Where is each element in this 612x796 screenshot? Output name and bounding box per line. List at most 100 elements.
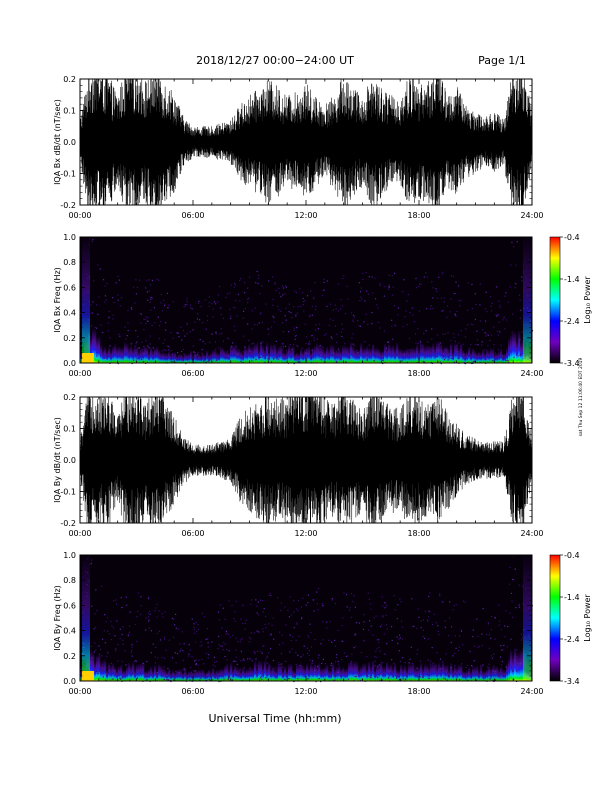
power-speck bbox=[296, 327, 298, 329]
power-speck bbox=[454, 346, 456, 348]
power-speck bbox=[148, 290, 150, 292]
power-speck bbox=[102, 279, 105, 281]
power-speck bbox=[133, 660, 136, 662]
power-speck bbox=[280, 602, 282, 604]
power-speck bbox=[415, 342, 417, 344]
power-speck bbox=[113, 627, 115, 629]
power-speck bbox=[326, 621, 328, 623]
power-speck bbox=[321, 662, 323, 664]
power-speck bbox=[455, 670, 457, 672]
power-speck bbox=[498, 620, 501, 622]
power-speck bbox=[382, 616, 384, 618]
power-speck bbox=[249, 352, 252, 354]
power-column bbox=[222, 347, 225, 363]
power-speck bbox=[141, 348, 144, 350]
power-column bbox=[206, 350, 209, 363]
power-speck bbox=[171, 657, 174, 659]
power-column bbox=[80, 347, 83, 363]
power-speck bbox=[515, 283, 517, 285]
power-column bbox=[142, 661, 145, 681]
power-column bbox=[160, 352, 163, 363]
power-speck bbox=[389, 349, 391, 351]
power-speck bbox=[365, 271, 367, 273]
power-speck bbox=[497, 334, 499, 336]
power-speck bbox=[340, 298, 342, 301]
power-speck bbox=[220, 307, 222, 309]
power-speck bbox=[377, 321, 379, 324]
power-speck bbox=[163, 678, 165, 680]
power-speck bbox=[122, 606, 124, 609]
power-speck bbox=[501, 661, 504, 663]
power-speck bbox=[321, 671, 323, 674]
power-speck bbox=[104, 295, 106, 297]
power-speck bbox=[334, 645, 337, 647]
power-speck bbox=[530, 611, 533, 613]
power-speck bbox=[234, 283, 237, 286]
power-speck bbox=[239, 669, 242, 671]
power-speck bbox=[201, 612, 203, 614]
power-speck bbox=[168, 346, 170, 348]
power-speck bbox=[463, 600, 465, 602]
power-speck bbox=[314, 282, 316, 284]
power-speck bbox=[94, 326, 96, 329]
power-speck bbox=[410, 646, 412, 648]
power-speck bbox=[309, 343, 311, 345]
power-speck bbox=[302, 654, 304, 656]
power-speck bbox=[418, 616, 420, 618]
power-speck bbox=[256, 612, 258, 614]
power-speck bbox=[125, 664, 127, 666]
power-speck bbox=[125, 604, 127, 607]
power-speck bbox=[382, 605, 384, 607]
power-speck bbox=[469, 668, 471, 670]
power-speck bbox=[486, 633, 488, 636]
power-speck bbox=[212, 316, 214, 318]
power-speck bbox=[483, 349, 486, 351]
power-speck bbox=[112, 600, 115, 602]
power-speck bbox=[214, 661, 216, 663]
power-speck bbox=[273, 321, 276, 323]
power-speck bbox=[362, 628, 365, 631]
power-speck bbox=[427, 659, 429, 661]
power-speck bbox=[313, 296, 315, 299]
power-column bbox=[366, 668, 369, 681]
y-tick-label: -0.1 bbox=[60, 488, 76, 497]
power-speck bbox=[456, 676, 458, 678]
power-speck bbox=[265, 354, 267, 356]
power-speck bbox=[453, 652, 456, 655]
power-speck bbox=[453, 292, 455, 295]
power-speck bbox=[124, 326, 126, 328]
power-speck bbox=[215, 348, 217, 350]
power-column bbox=[442, 661, 445, 681]
power-speck bbox=[202, 672, 204, 674]
power-speck bbox=[112, 314, 114, 316]
power-speck bbox=[507, 301, 509, 303]
power-speck bbox=[383, 653, 385, 655]
power-speck bbox=[426, 673, 429, 676]
power-speck bbox=[186, 303, 188, 306]
power-speck bbox=[335, 360, 337, 362]
power-speck bbox=[136, 677, 138, 679]
power-column bbox=[202, 669, 205, 681]
power-speck bbox=[382, 668, 384, 670]
power-speck bbox=[143, 352, 145, 354]
power-speck bbox=[140, 313, 143, 315]
power-speck bbox=[295, 353, 297, 356]
power-speck bbox=[465, 666, 467, 668]
power-column bbox=[444, 346, 447, 363]
power-column bbox=[94, 328, 97, 363]
power-speck bbox=[477, 646, 479, 648]
power-speck bbox=[169, 670, 171, 672]
power-speck bbox=[104, 301, 106, 303]
power-speck bbox=[330, 336, 332, 338]
power-speck bbox=[313, 673, 315, 675]
x-tick-label: 24:00 bbox=[520, 369, 543, 378]
power-speck bbox=[92, 657, 94, 659]
colorbar-tick-label: -2.4 bbox=[564, 317, 580, 326]
power-speck bbox=[303, 669, 305, 671]
power-speck bbox=[268, 280, 270, 282]
power-speck bbox=[260, 356, 262, 359]
power-speck bbox=[91, 312, 93, 314]
power-speck bbox=[168, 304, 170, 306]
power-speck bbox=[520, 663, 522, 665]
power-speck bbox=[194, 321, 196, 323]
